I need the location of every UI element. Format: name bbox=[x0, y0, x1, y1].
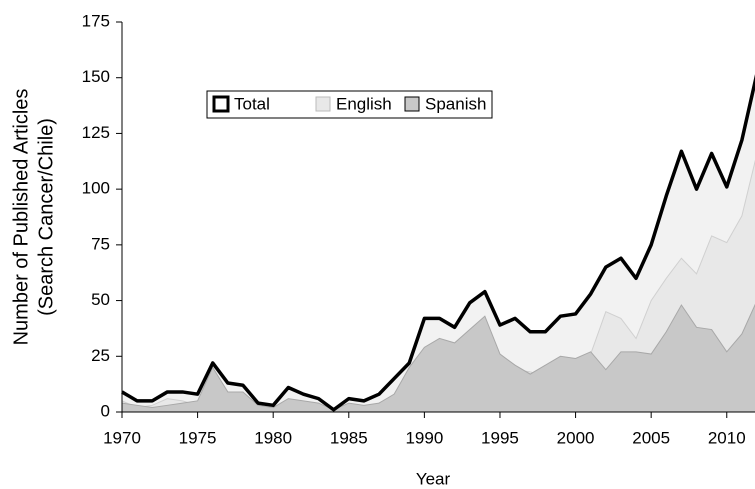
legend-label: English bbox=[336, 94, 392, 113]
area bbox=[122, 82, 755, 412]
y-axis-label: Number of Published Articles (Search Can… bbox=[10, 89, 57, 346]
y-tick-label: 100 bbox=[82, 179, 110, 198]
total-line bbox=[121, 74, 755, 412]
x-tick-label: 2000 bbox=[557, 428, 595, 447]
x-tick-label: 1990 bbox=[405, 428, 443, 447]
x-tick-label: 1995 bbox=[481, 428, 519, 447]
area bbox=[122, 161, 755, 412]
legend-box bbox=[206, 90, 493, 119]
y-tick-label: 150 bbox=[82, 67, 110, 86]
y-tick-label: 175 bbox=[82, 11, 110, 30]
y-axis-label-line: (Search Cancer/Chile) bbox=[35, 118, 57, 316]
legend-swatch bbox=[404, 96, 420, 112]
y-tick-label: 75 bbox=[91, 234, 110, 253]
y-tick-label: 125 bbox=[82, 123, 110, 142]
y-axis-label-line: Number of Published Articles bbox=[10, 89, 32, 346]
x-tick-label: 2005 bbox=[632, 428, 670, 447]
y-tick-label: 25 bbox=[91, 346, 110, 365]
x-tick-label: 1985 bbox=[330, 428, 368, 447]
x-tick-label: 1970 bbox=[103, 428, 141, 447]
legend-swatch bbox=[315, 96, 331, 112]
legend-label: Spanish bbox=[425, 94, 486, 113]
x-tick-label: 1980 bbox=[254, 428, 292, 447]
x-tick-label: 2010 bbox=[708, 428, 746, 447]
y-tick-label: 0 bbox=[101, 401, 110, 420]
x-axis-label: Year bbox=[416, 469, 451, 488]
area-edge bbox=[121, 303, 755, 411]
legend-swatch bbox=[212, 95, 230, 113]
x-tick-label: 1975 bbox=[179, 428, 217, 447]
legend: Total English Spanish bbox=[206, 90, 493, 119]
y-tick-label: 50 bbox=[91, 290, 110, 309]
area bbox=[122, 304, 755, 412]
legend-label: Total bbox=[234, 94, 270, 113]
plot-area bbox=[121, 74, 755, 413]
